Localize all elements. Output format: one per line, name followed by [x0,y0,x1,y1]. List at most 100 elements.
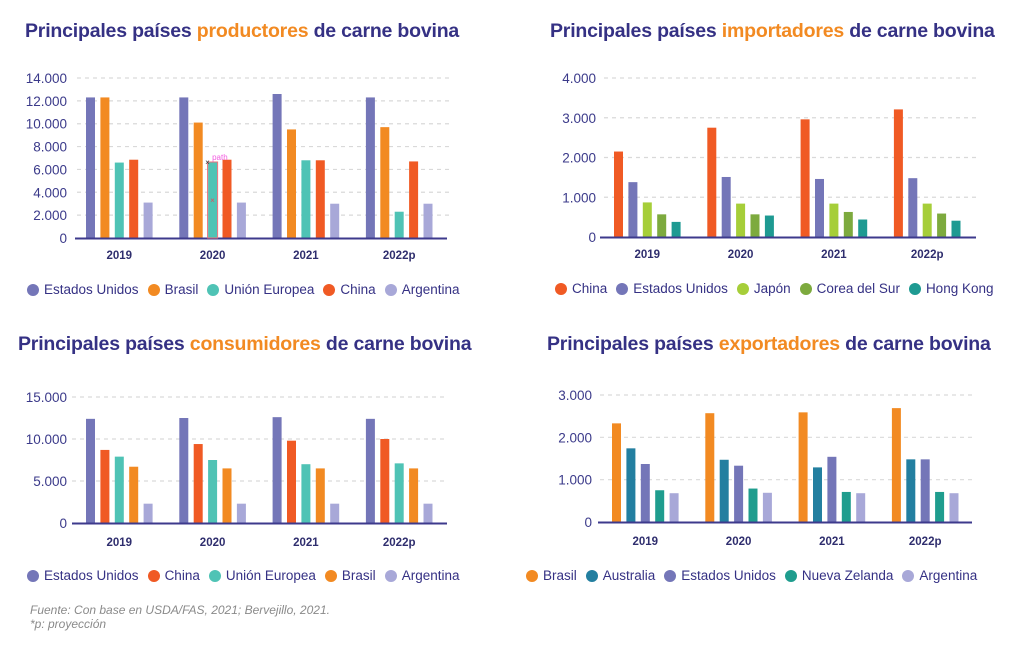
bar-argentina-2020 [236,503,246,523]
legend-item: Argentina [384,568,459,583]
annotation-label: path [212,153,228,162]
legend-swatch-icon [208,569,221,582]
legend-label: Corea del Sur [816,281,900,296]
center-marker-icon: × [210,196,215,205]
bar-china-2020 [222,159,232,238]
y-tick-label: 3.000 [562,111,596,126]
footnote-note: *p: proyección [30,617,107,631]
legend-swatch-icon [27,283,39,296]
legend-swatch-icon [147,283,160,296]
y-tick-label: 4.000 [33,185,67,200]
legend-label: China [340,282,376,297]
legend-label: China [164,568,200,583]
legend-swatch-icon [585,569,598,582]
bar-australia-2020 [719,459,729,522]
bar-brasil-2021 [798,412,808,522]
bar-argentina-2022p [949,493,959,522]
legend-swatch-icon [908,282,921,295]
bar-brasil-2019 [612,423,621,522]
legend-item: Estados Unidos [27,282,139,297]
bar-estados-unidos-2022p [365,97,375,238]
legend-label: Estados Unidos [44,568,139,583]
x-tick-label: 2021 [293,537,319,549]
bar-estados-unidos-2022p [920,459,930,522]
bar-china-2019 [614,151,623,237]
legend-swatch-icon [384,283,397,296]
x-tick-label: 2020 [726,536,752,548]
x-tick-label: 2020 [728,249,754,261]
y-tick-label: 0 [584,515,592,530]
bar-hong-kong-2019 [671,221,681,237]
x-tick-label: 2022p [909,536,942,548]
bar-argentina-2022p [423,203,433,238]
bar-estados-unidos-2021 [272,94,282,238]
legend-swatch-icon [147,569,160,582]
legend-label: Hong Kong [925,281,994,296]
y-tick-label: 2.000 [33,208,67,223]
bar-nueva-zelanda-2022p [935,491,945,522]
legend-label: Brasil [543,568,577,583]
title-pre: Principales países [25,20,197,42]
bar-brasil-2022p [380,127,390,238]
legend-label: Estados Unidos [44,282,139,297]
legend-swatch-icon [799,282,812,295]
y-tick-label: 0 [59,516,67,531]
legend-swatch-icon [616,282,629,295]
bar-brasil-2021 [315,468,325,523]
bar-argentina-2019 [669,493,679,522]
legend-item: Japón [736,281,791,296]
bar-hong-kong-2020 [764,215,774,237]
y-tick-label: 1.000 [562,190,596,205]
bar-estados-unidos-2021 [272,417,282,523]
x-tick-label: 2022p [383,537,416,549]
legend-label: Nueva Zelanda [801,568,894,583]
x-tick-label: 2019 [633,536,659,548]
selection-outline [207,161,219,239]
bar-china-2022p [409,161,419,238]
bar-argentina-2021 [330,503,340,523]
bar-australia-2021 [813,467,822,522]
legend-item: Brasil [147,282,198,297]
legend-swatch-icon [207,283,220,296]
chart-title-consumidores: Principales países consumidores de carne… [18,333,472,356]
bar-estados-unidos-2020 [179,97,189,238]
bar-brasil-2020 [705,413,715,522]
bar-estados-unidos-2021 [827,456,837,522]
bar-nueva-zelanda-2021 [841,491,851,522]
bar-jap-n-2022p [922,203,932,237]
bar-corea-del-sur-2021 [843,211,853,237]
footnote-source: Fuente: Con base en USDA/FAS, 2021; Berv… [30,603,330,617]
bar-uni-n-europea-2019 [114,162,124,238]
bar-argentina-2019 [143,503,153,523]
legend-item: Corea del Sur [799,281,900,296]
bar-estados-unidos-2019 [628,182,638,237]
bar-estados-unidos-2020 [721,176,731,237]
legend-label: Unión Europea [225,568,316,583]
legend-item: Argentina [384,282,460,297]
chart-title-exportadores: Principales países exportadores de carne… [547,333,991,356]
bar-uni-n-europea-2019 [114,456,124,523]
bar-uni-n-europea-2020 [208,460,218,523]
legend-productores: Estados Unidos Brasil Unión Europea China Ar… [27,282,468,297]
legend-item: Unión Europea [207,282,314,297]
legend-item: Hong Kong [908,281,994,296]
legend-label: Argentina [401,282,460,297]
title-pre: Principales países [550,20,722,42]
bar-corea-del-sur-2019 [657,214,667,237]
bar-estados-unidos-2022p [908,178,918,237]
x-tick-label: 2021 [821,249,847,261]
legend-swatch-icon [902,569,915,582]
bar-argentina-2020 [236,202,246,238]
legend-label: Australia [602,568,656,583]
bar-argentina-2021 [330,203,340,238]
bar-china-2021 [287,440,296,523]
anchor-marker-icon: × [205,158,210,167]
bar-argentina-2022p [423,503,433,523]
bar-jap-n-2021 [829,203,839,237]
bar-hong-kong-2021 [858,219,868,237]
y-tick-label: 4.000 [562,71,596,86]
